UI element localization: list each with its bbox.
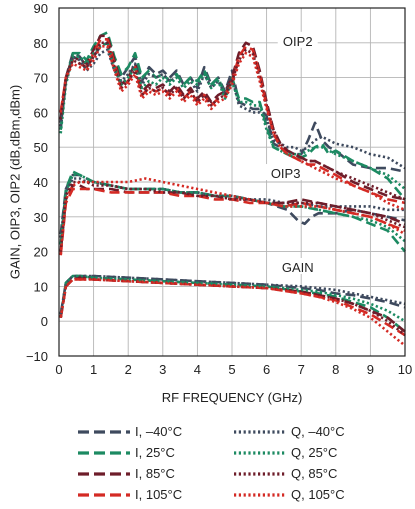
series-curve	[59, 170, 407, 253]
x-tick-label: 0	[55, 362, 62, 377]
legend-entry: Q, –40°C	[234, 424, 345, 439]
curve-annotation: OIP3	[271, 166, 301, 181]
legend-entry: I, 105°C	[78, 487, 182, 502]
y-tick-label: 70	[34, 71, 48, 86]
series-curve	[59, 184, 406, 252]
series-curve	[59, 37, 406, 205]
series-curve	[59, 278, 406, 337]
legend-label: Q, 105°C	[291, 487, 345, 502]
y-tick-label: 40	[34, 175, 48, 190]
series-curve	[59, 41, 406, 201]
series-curve	[59, 48, 406, 170]
y-tick-label: 20	[34, 245, 48, 260]
annotation-backdrop	[265, 164, 306, 181]
x-axis-title: RF FREQUENCY (GHz)	[162, 390, 303, 405]
y-tick-label: 80	[34, 36, 48, 51]
annotation-backdrop	[277, 31, 318, 48]
x-tick-label: 2	[125, 362, 132, 377]
series-curve	[59, 177, 406, 256]
legend-label: Q, –40°C	[291, 424, 345, 439]
x-tick-label: 9	[367, 362, 374, 377]
y-tick-label: 60	[34, 105, 48, 120]
series-curve	[59, 187, 406, 256]
legend-entry: Q, 85°C	[234, 466, 337, 481]
x-tick-label: 10	[398, 362, 412, 377]
y-tick-label: 0	[41, 314, 48, 329]
y-tick-label: 90	[34, 1, 48, 16]
series-line	[59, 41, 406, 323]
series-curve	[59, 44, 406, 212]
curve-annotations: OIP2 OIP3 GAIN	[265, 31, 318, 275]
series-curve	[59, 41, 406, 173]
x-tick-label: 5	[228, 362, 235, 377]
y-tick-label: −10	[26, 349, 48, 364]
series-line	[59, 41, 406, 337]
curve-annotation: OIP2	[283, 34, 313, 49]
legend-label: I, –40°C	[135, 424, 182, 439]
annotation-backdrop	[277, 258, 318, 274]
series-curve	[59, 177, 405, 238]
x-tick-label: 6	[263, 362, 270, 377]
series-curve	[59, 173, 406, 235]
y-axis-title: GAIN, OIP3, OIP2 (dB,dBm,dBm)	[8, 85, 23, 279]
curve-annotation: GAIN	[282, 260, 314, 275]
series-line	[59, 48, 406, 315]
legend-label: I, 85°C	[135, 466, 175, 481]
x-tick-label: 8	[332, 362, 339, 377]
plot-lines	[59, 31, 407, 347]
x-tick-label: 7	[298, 362, 305, 377]
legend-entry: Q, 105°C	[234, 487, 345, 502]
y-tick-label: 30	[34, 210, 48, 225]
legend-entry: I, –40°C	[78, 424, 182, 439]
legend-label: I, 105°C	[135, 487, 182, 502]
x-tick-label: 4	[194, 362, 201, 377]
tick-labels: 0 1 2 3 4 5 6 7 8 9 10 −10 0 10 20 30 40 50 60 70 80 90	[26, 1, 412, 377]
series-line	[59, 44, 406, 347]
legend-label: Q, 25°C	[291, 445, 337, 460]
legend-label: I, 25°C	[135, 445, 175, 460]
legend-entry: I, 25°C	[78, 445, 175, 460]
plot-frame	[58, 7, 406, 357]
y-tick-label: 50	[34, 140, 48, 155]
series-curve	[59, 41, 406, 191]
x-tick-label: 1	[90, 362, 97, 377]
y-tick-label: 10	[34, 279, 48, 294]
series-curve	[59, 173, 406, 245]
legend-entry: Q, 25°C	[234, 445, 337, 460]
legend-entry: I, 85°C	[78, 466, 175, 481]
legend-label: Q, 85°C	[291, 466, 337, 481]
legend: I, –40°C I, 25°C I, 85°C I, 105°C Q, –40°C Q,…	[78, 424, 345, 502]
series-curve	[59, 278, 406, 347]
series-curve	[59, 274, 406, 323]
x-tick-label: 3	[159, 362, 166, 377]
series-curve	[59, 274, 406, 315]
series-curve	[59, 180, 406, 252]
